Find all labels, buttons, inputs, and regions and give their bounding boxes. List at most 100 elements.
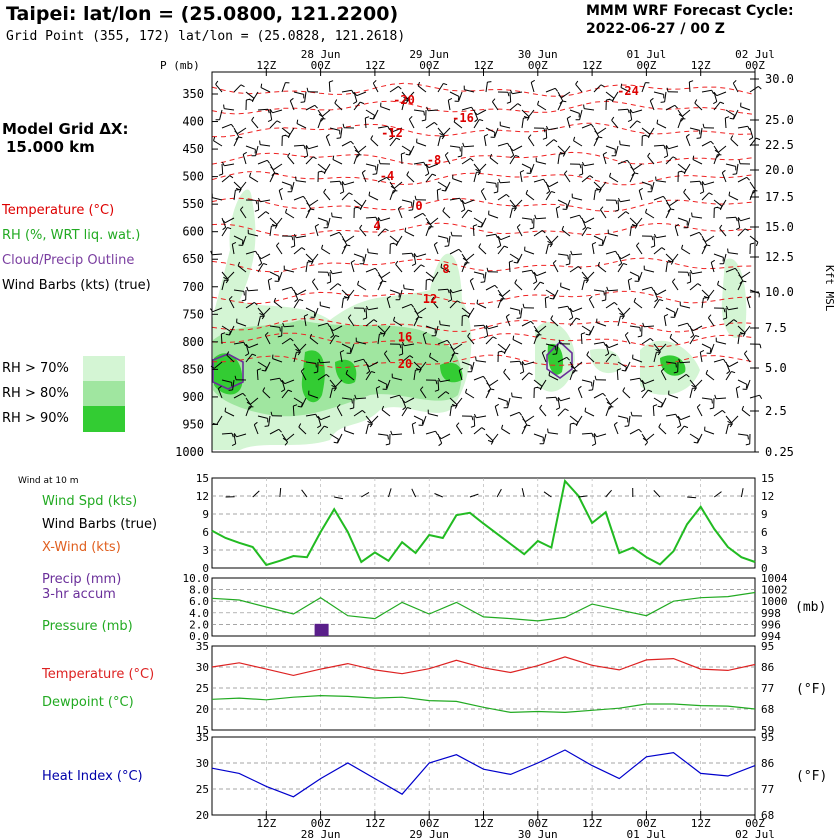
wind-barb xyxy=(653,247,663,255)
wind-barb-flag xyxy=(409,355,414,359)
wind-barb xyxy=(572,197,583,201)
wind-barb-flag xyxy=(541,349,546,354)
wind-barb-flag xyxy=(597,261,601,266)
wind-barb-flag xyxy=(407,407,412,410)
wind-barb-flag xyxy=(222,226,227,231)
wind-barb-flag xyxy=(437,377,441,382)
wind-barb-flag xyxy=(653,233,657,238)
wind-barb-flag xyxy=(450,231,453,236)
wind-barb xyxy=(689,127,700,131)
wind-barb-flag xyxy=(240,206,244,211)
wind-barb-flag xyxy=(681,244,684,249)
y-tick-label: 25 xyxy=(196,682,209,695)
wind-barb-flag xyxy=(477,225,482,228)
wind-barb-flag xyxy=(487,81,492,83)
bottom-hour-label: 00Z xyxy=(745,817,765,830)
wind-barb xyxy=(557,145,566,154)
wind-barb-flag xyxy=(522,418,527,422)
wind-barb-flag xyxy=(258,262,263,267)
wind-barb xyxy=(514,199,523,208)
wind-barb xyxy=(656,123,667,129)
wind-barb-flag xyxy=(639,327,641,332)
wind-barb-flag xyxy=(342,123,345,128)
wind-barb xyxy=(233,392,244,399)
wind-barb xyxy=(629,271,640,277)
wind-barb-flag xyxy=(282,322,285,327)
wind-barb xyxy=(485,181,496,184)
wind-barb xyxy=(561,91,571,99)
wind-barb-flag xyxy=(218,173,223,176)
wind-barb xyxy=(555,208,559,219)
wind-barb xyxy=(341,192,350,201)
wind-barb-flag xyxy=(487,439,492,443)
wind-barb-flag xyxy=(512,335,515,340)
wind-barb xyxy=(620,199,631,203)
wind-barb xyxy=(725,109,735,116)
wind-barb xyxy=(269,271,280,277)
wind-barb xyxy=(509,360,521,363)
dewpoint-label: Dewpoint (°C) xyxy=(42,695,134,710)
y2-tick-label: 12 xyxy=(761,490,774,503)
wind-barb-flag xyxy=(569,308,574,313)
wind-barb xyxy=(743,353,751,363)
wind-barb xyxy=(395,263,403,273)
wind-barb xyxy=(361,172,367,183)
temperature-label: Temperature (°C) xyxy=(42,667,155,682)
wind-barb xyxy=(473,172,477,183)
wind-barb xyxy=(449,197,460,201)
surface-wind-barb xyxy=(361,491,370,498)
top-hour-label: 00Z xyxy=(528,59,548,72)
wind-barb xyxy=(377,280,383,291)
surface-wind-barb xyxy=(252,490,260,498)
wind-barb xyxy=(444,154,451,165)
wind-barb xyxy=(452,178,463,183)
wind-barb-flag xyxy=(618,255,622,260)
bottom-hour-label: 00Z xyxy=(419,817,439,830)
wind-barb xyxy=(581,175,591,183)
wind-barb-flag xyxy=(687,272,690,277)
wind-barb-flag xyxy=(687,322,691,327)
wind-barb-flag xyxy=(553,139,558,143)
y2-tick-label: 1000 xyxy=(761,595,788,608)
wind-barb xyxy=(725,307,728,319)
wind-barb-flag xyxy=(450,346,455,350)
wind-barb xyxy=(440,379,451,383)
wind-barb xyxy=(713,409,723,417)
wind-barb xyxy=(740,106,751,111)
wind-barb-flag xyxy=(606,401,611,405)
wind-barb xyxy=(509,91,512,103)
wind-barb xyxy=(597,127,607,135)
wind-barb xyxy=(463,145,475,148)
wind-barb xyxy=(293,289,299,300)
height-label: 7.5 xyxy=(765,321,787,335)
wind-barb-flag xyxy=(627,119,632,123)
wind-barb-flag xyxy=(702,238,707,242)
wind-barb-flag xyxy=(330,327,334,332)
wind-barb-flag xyxy=(509,260,514,263)
wind-barb-flag xyxy=(628,277,633,281)
wind-barb xyxy=(728,307,739,311)
wind-barb xyxy=(273,301,283,309)
wind-barb xyxy=(453,121,463,129)
wind-barb xyxy=(287,155,295,165)
wind-barb-flag xyxy=(246,401,251,405)
wind-barb-flag xyxy=(570,250,573,255)
wind-barb-flag xyxy=(562,152,566,157)
wind-barb xyxy=(617,253,623,264)
wind-barb xyxy=(461,307,471,315)
wind-barb xyxy=(435,325,439,336)
wind-barb xyxy=(383,325,391,335)
wind-barb xyxy=(449,300,458,309)
wind-barb xyxy=(221,175,231,183)
wind-barb xyxy=(236,322,247,327)
wind-barb xyxy=(658,343,667,352)
wind-barb xyxy=(389,235,399,243)
wind-barb-flag xyxy=(449,289,453,294)
wind-barb-flag xyxy=(363,308,366,313)
wind-barb xyxy=(357,145,367,153)
y2-tick-label: 77 xyxy=(761,682,774,695)
wind-barb xyxy=(314,307,319,318)
wind-barb xyxy=(609,176,619,183)
wind-barb-flag xyxy=(659,299,664,302)
wind-barb-flag xyxy=(414,195,417,200)
